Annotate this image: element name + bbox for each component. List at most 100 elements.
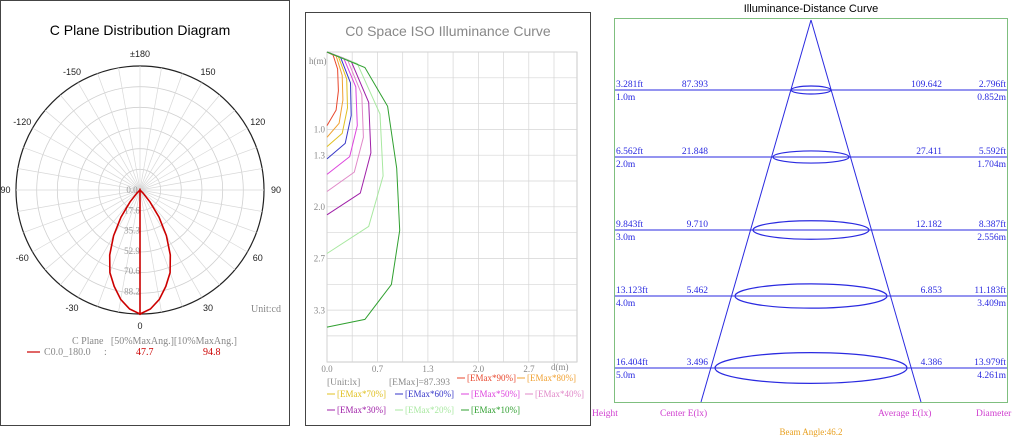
polar-spoke (44, 110, 141, 191)
cone-diameter-m: 4.261m (977, 371, 1006, 381)
cone-height-ft: 6.562ft (616, 146, 644, 157)
cone-footer-height: Height (592, 409, 618, 419)
iso-series (326, 51, 401, 328)
cone-chart-panel: Illuminance-Distance Curve 3.281ft 1.0m 87… (590, 0, 1012, 438)
polar-radial-label: 0.0 (126, 185, 138, 195)
polar-angle-label: 90 (271, 185, 281, 195)
polar-legend-name: C0.0_180.0 (44, 347, 91, 358)
cone-center-value: 21.848 (682, 147, 708, 157)
polar-spoke (139, 127, 248, 191)
cone-diameter-ft: 11.183ft (974, 285, 1006, 296)
iso-ticks: 0.0 0.7 1.3 2.0 2.7 1.0 1.3 2.0 2.7 3.3 (314, 125, 535, 375)
polar-spoke (139, 189, 183, 307)
cone-average-value: 109.642 (911, 80, 942, 90)
iso-chart-panel: C0 Space ISO Illuminance Curve 0.0 0.7 1.3… (305, 0, 591, 426)
polar-spoke (17, 168, 141, 191)
cone-left-edge (700, 19, 812, 403)
iso-legend-label: [EMax*40%] (535, 389, 584, 399)
polar-angle-label: -30 (65, 303, 78, 313)
cone-height-ft: 16.404ft (616, 357, 648, 368)
iso-ylabel: h(m) (309, 56, 327, 66)
cone-diameter-m: 2.556m (977, 233, 1006, 243)
cone-rows: 3.281ft 1.0m 87.393 109.642 2.796ft 0.852m 6.5… (615, 79, 1007, 384)
iso-x-tick: 0.7 (372, 364, 384, 374)
polar-spoke (97, 189, 141, 307)
polar-chart: C Plane Distribution Diagram ±180 150 120 9… (0, 0, 290, 426)
polar-angle-label: 150 (200, 67, 215, 77)
cone-diameter-m: 0.852m (977, 93, 1006, 103)
cone-height-m: 2.0m (616, 160, 636, 170)
cone-height-ft: 13.123ft (616, 285, 648, 296)
polar-angle-label: ±180 (130, 49, 150, 59)
polar-legend-header: C Plane [50%MaxAng.][10%MaxAng.] (72, 336, 237, 347)
iso-title: C0 Space ISO Illuminance Curve (345, 23, 551, 39)
cone-diameter-ft: 8.387ft (979, 219, 1007, 230)
cone-body (700, 19, 922, 403)
polar-spoke (139, 189, 220, 286)
iso-legend-label: [EMax*10%] (471, 405, 520, 415)
polar-spoke (77, 189, 141, 298)
cone-ellipse (752, 220, 870, 240)
cone-ellipse (714, 352, 908, 384)
cone-diameter-ft: 5.592ft (979, 146, 1007, 157)
polar-spoke (139, 110, 236, 191)
polar-radial-label: 35.3 (124, 226, 140, 236)
polar-spoke (139, 94, 220, 191)
polar-radial-label: 88.2 (124, 286, 140, 296)
cone-footer-diameter: Diameter (976, 409, 1012, 419)
polar-spoke (32, 189, 141, 253)
polar-spoke (23, 189, 141, 233)
iso-legend-label: [EMax*70%] (337, 389, 386, 399)
cone-frame (614, 18, 1008, 403)
polar-angle-label: 60 (253, 253, 263, 263)
polar-spoke (139, 168, 263, 191)
polar-angle-label: 0 (137, 321, 142, 331)
cone-average-value: 4.386 (921, 358, 943, 368)
polar-legend-sep: : (104, 347, 107, 358)
polar-spoke (97, 73, 141, 191)
cone-center-value: 9.710 (687, 220, 709, 230)
iso-x-tick: 2.0 (473, 364, 485, 374)
polar-unit-label: Unit:cd (251, 304, 281, 315)
iso-grid (326, 51, 578, 363)
polar-radial-label: 52.9 (124, 246, 140, 256)
iso-legend-label: [EMax*20%] (405, 405, 454, 415)
iso-legend-label: [EMax*60%] (405, 389, 454, 399)
cone-chart: Illuminance-Distance Curve 3.281ft 1.0m 87… (592, 3, 1012, 437)
polar-series-line (108, 188, 172, 316)
polar-spoke (32, 127, 141, 191)
cone-diameter-ft: 13.979ft (974, 357, 1006, 368)
iso-x-tick: 1.3 (422, 364, 434, 374)
polar-spoke (118, 67, 141, 191)
iso-x-tick: 0.0 (321, 364, 333, 374)
cone-beam-angle: Beam Angle:46.2 (780, 427, 843, 437)
cone-diameter-ft: 2.796ft (979, 79, 1007, 90)
polar-labels: ±180 150 120 90 60 30 0 -30 -60 -90 -120 -150 0.0 17.… (0, 49, 281, 331)
iso-y-tick: 2.0 (314, 202, 326, 212)
polar-angle-label: 120 (250, 117, 265, 127)
polar-angle-label: -90 (0, 185, 11, 195)
cone-right-edge (810, 19, 922, 403)
polar-legend-v50: 47.7 (136, 347, 154, 358)
cone-title: Illuminance-Distance Curve (744, 3, 879, 15)
polar-spoke (23, 147, 141, 191)
polar-chart-panel: C Plane Distribution Diagram ±180 150 120 9… (0, 0, 290, 438)
cone-diameter-m: 3.409m (977, 299, 1006, 309)
cone-height-m: 3.0m (616, 233, 636, 243)
iso-legend-label: [EMax*50%] (471, 389, 520, 399)
cone-average-value: 6.853 (921, 286, 943, 296)
iso-legend-label: [EMax*80%] (527, 373, 576, 383)
polar-legend-v10: 94.8 (203, 347, 221, 358)
polar-angle-label: -60 (16, 253, 29, 263)
polar-spoke (139, 147, 257, 191)
cone-center-value: 87.393 (682, 80, 708, 90)
cone-center-value: 5.462 (687, 286, 709, 296)
iso-chart: C0 Space ISO Illuminance Curve 0.0 0.7 1.3… (305, 12, 591, 426)
polar-spoke (139, 189, 162, 313)
polar-spoke (139, 82, 203, 191)
cone-height-ft: 3.281ft (616, 79, 644, 90)
cone-footer-center: Center E(lx) (660, 408, 707, 419)
polar-spoke (44, 189, 141, 270)
polar-spoke (77, 82, 141, 191)
polar-spoke (60, 94, 141, 191)
